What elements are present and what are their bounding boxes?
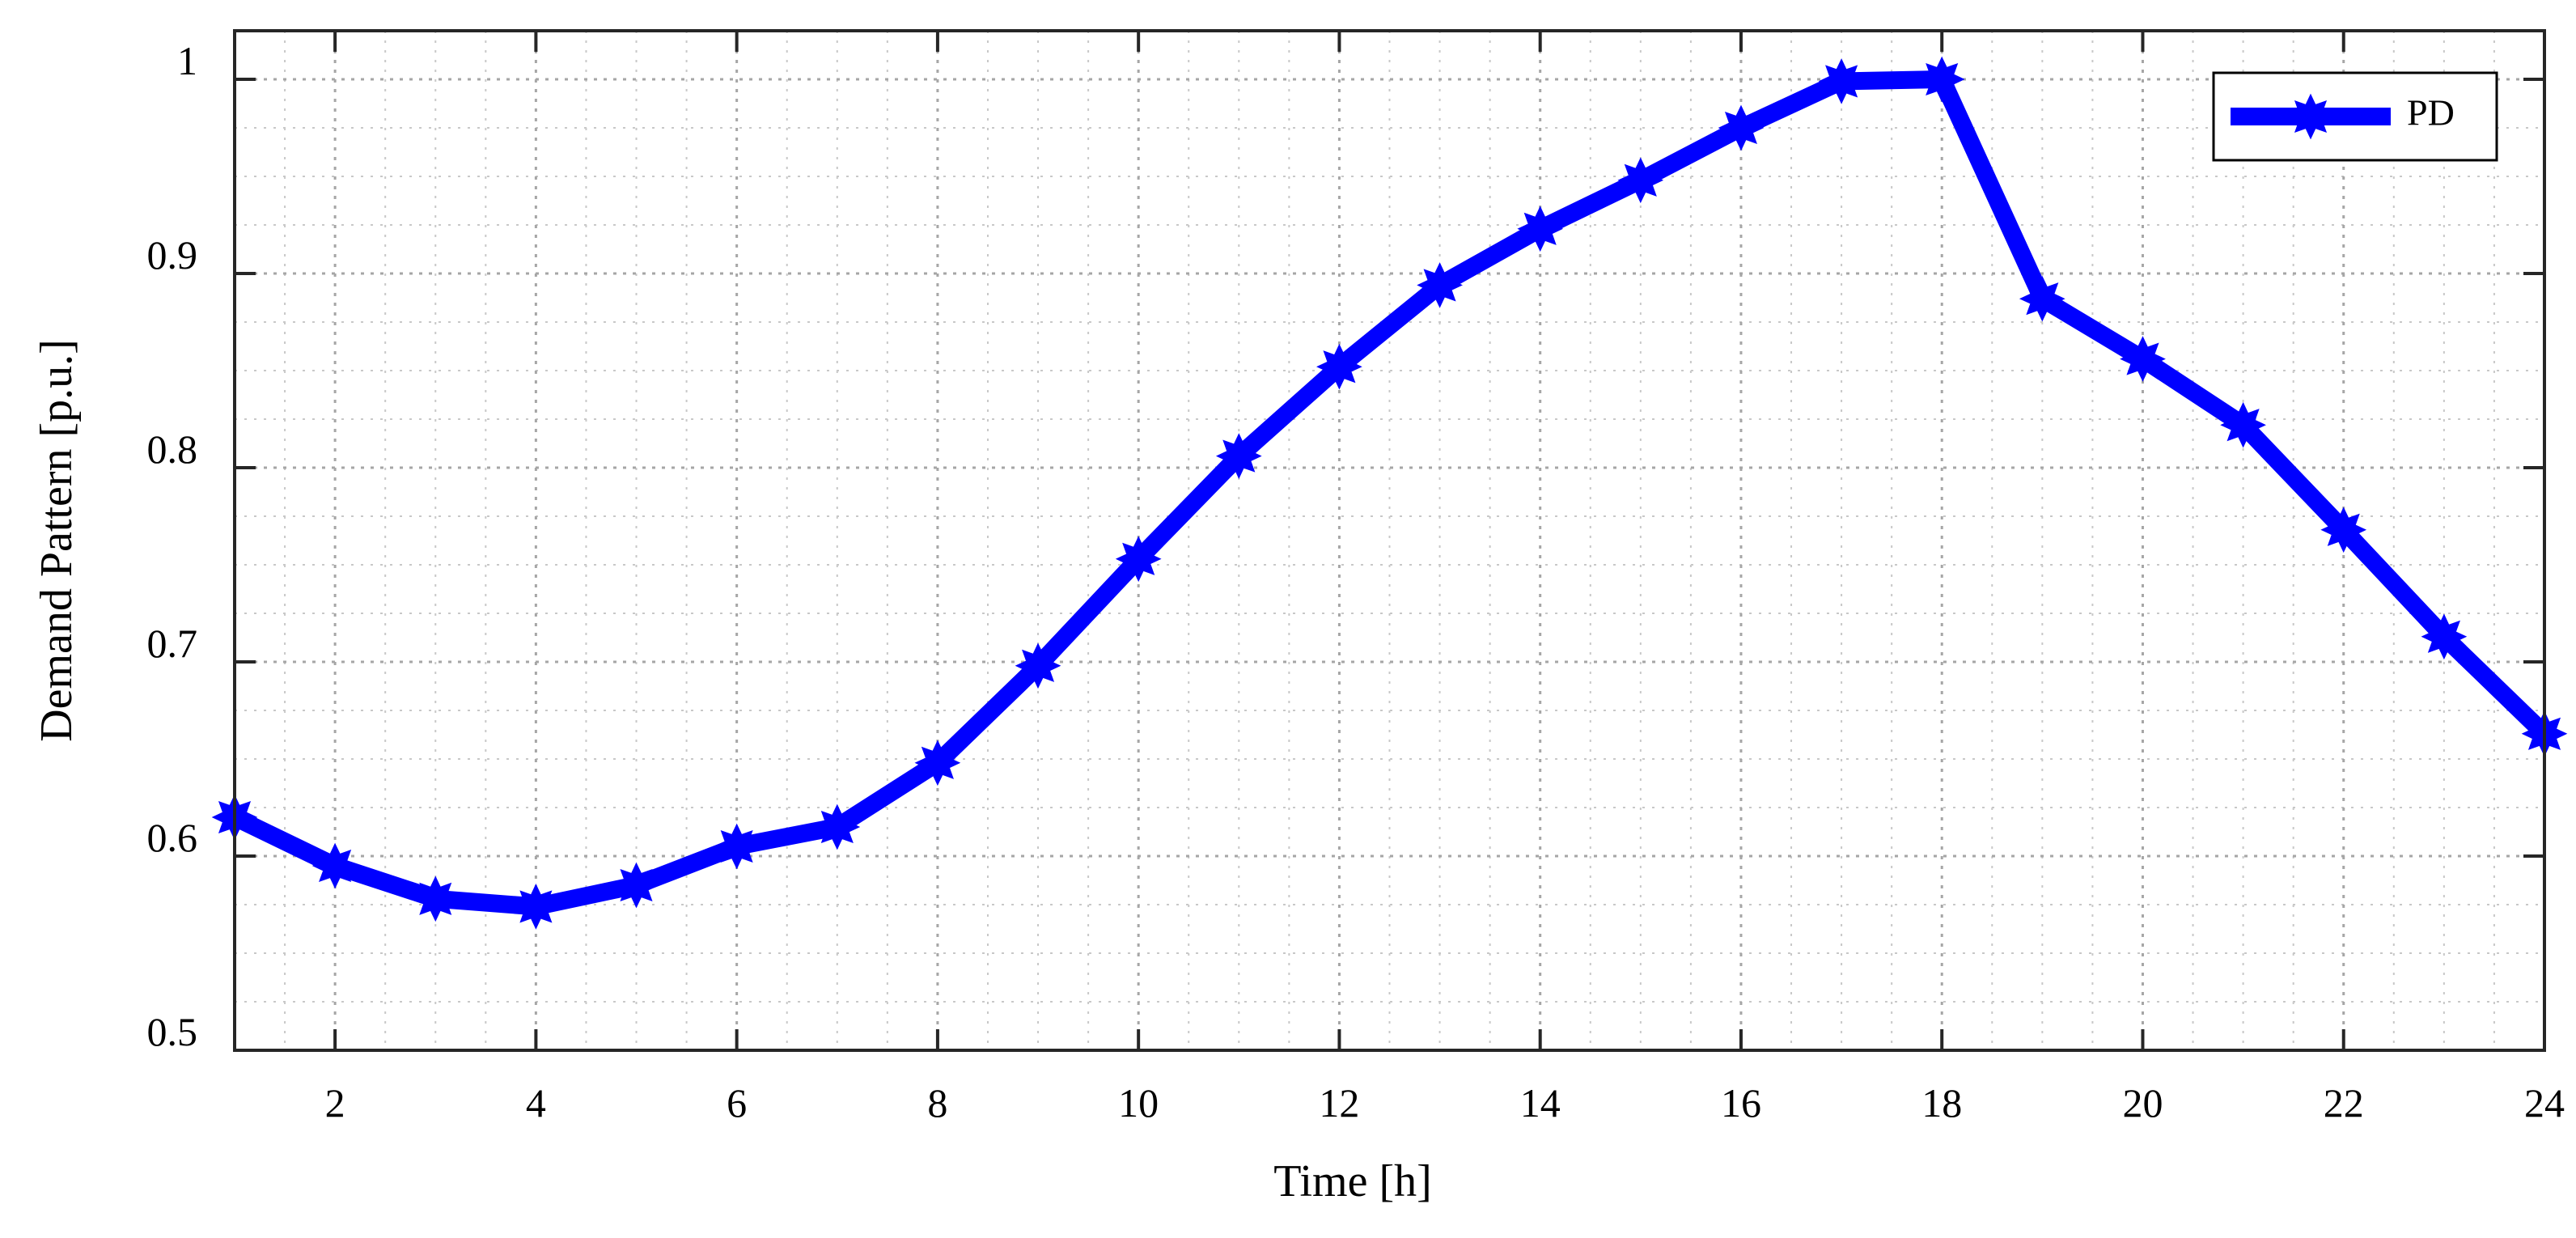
data-point [1918,56,1965,103]
data-point [2019,275,2065,322]
data-point [1617,157,1664,204]
series-layer [211,56,2568,930]
x-tick-label: 18 [1921,1080,1962,1126]
y-tick-label: 0.9 [147,232,198,278]
data-point [2220,401,2266,448]
axis-ticks [235,31,2546,1052]
data-point [714,823,761,870]
data-point [1215,433,1262,479]
y-tick-label: 1 [177,38,197,83]
data-point [311,842,358,889]
y-tick-label: 0.8 [147,426,198,472]
y-tick-label: 0.5 [147,1009,198,1054]
data-point [513,884,559,930]
x-tick-label: 8 [927,1080,947,1126]
data-point [814,803,861,850]
data-point [1818,58,1865,104]
x-tick-label: 20 [2122,1080,2163,1126]
x-tick-label: 16 [1721,1080,1761,1126]
data-point [2320,507,2367,553]
x-tick-label: 24 [2524,1080,2565,1126]
x-tick-label: 22 [2324,1080,2364,1126]
legend-star [2287,93,2334,140]
data-point [914,740,961,786]
data-point [1417,262,1463,308]
data-point [2120,336,2166,382]
legend-marker-star [2287,93,2334,140]
data-point [1316,343,1362,390]
data-point [1517,206,1564,252]
x-tick-label: 4 [526,1080,546,1126]
x-tick-label: 14 [1520,1080,1561,1126]
plot-frame [233,29,2546,1052]
data-point [1015,642,1061,689]
x-tick-labels: 2 4 6 8 10 12 14 16 18 20 22 24 [325,1080,2565,1126]
y-tick-labels: 0.5 0.6 0.7 0.8 0.9 1 [147,38,198,1054]
x-tick-label: 10 [1118,1080,1159,1126]
y-tick-label: 0.7 [147,621,198,666]
data-point [1115,536,1162,583]
data-point [613,862,659,909]
x-axis-label: Time [h] [1273,1156,1432,1206]
legend: PD [2212,71,2498,162]
y-axis-label: Demand Pattern [p.u.] [32,339,82,742]
data-point [1718,104,1765,151]
x-tick-label: 2 [325,1080,345,1126]
data-point [2421,613,2468,660]
legend-label-pd: PD [2407,92,2455,134]
series-line-pd [226,70,2553,916]
x-tick-label: 12 [1319,1080,1359,1126]
data-point [412,876,459,922]
y-tick-label: 0.6 [147,815,198,860]
x-tick-label: 6 [727,1080,747,1126]
